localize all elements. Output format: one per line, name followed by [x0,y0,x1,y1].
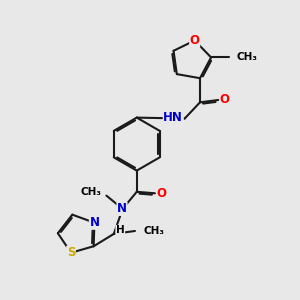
Text: O: O [157,187,166,200]
Text: HN: HN [163,111,183,124]
Text: N: N [89,216,100,229]
Text: CH₃: CH₃ [143,226,164,236]
Text: H: H [116,225,124,236]
Text: CH₃: CH₃ [80,187,101,197]
Text: O: O [220,94,230,106]
Text: N: N [117,202,127,215]
Text: CH₃: CH₃ [237,52,258,62]
Text: S: S [67,246,75,259]
Text: O: O [190,34,200,47]
